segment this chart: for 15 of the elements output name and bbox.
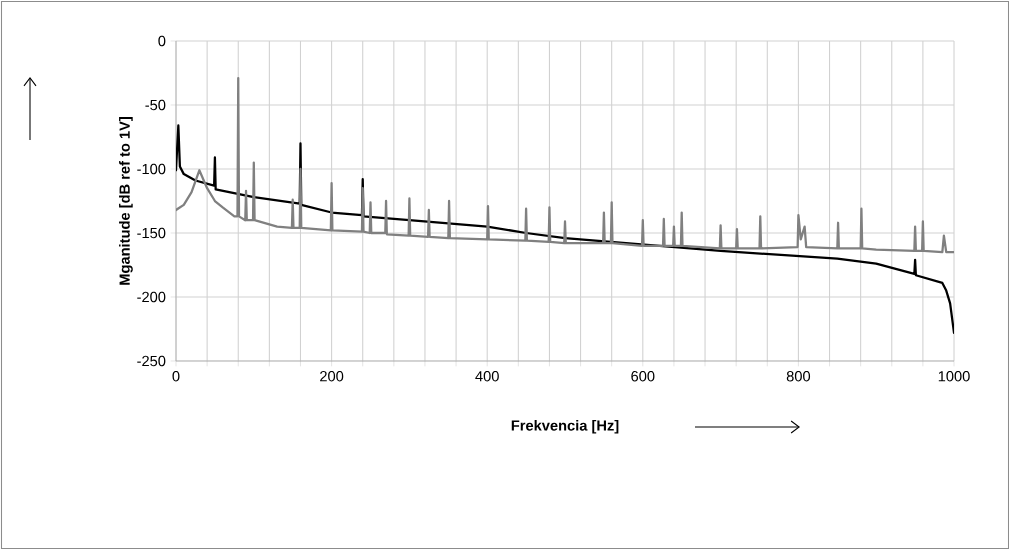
x-tick-label: 400 <box>475 371 499 382</box>
x-tick-label: 600 <box>631 371 655 382</box>
y-tick-label: -50 <box>145 99 166 111</box>
x-tick-label: 0 <box>172 371 180 382</box>
y-tick-label: 0 <box>158 35 166 47</box>
y-tick-label: -100 <box>137 163 166 175</box>
x-tick-label: 1000 <box>938 371 970 382</box>
x-tick-label: 800 <box>786 371 811 382</box>
line-series <box>176 76 955 254</box>
y-tick-label: -200 <box>137 291 166 303</box>
y-axis-title: Mganitude [dB ref to 1V] <box>119 117 133 285</box>
x-axis-title: Frekvencia [Hz] <box>511 419 619 434</box>
y-tick-label: -150 <box>137 227 166 239</box>
x-tick-label: 200 <box>320 371 344 382</box>
y-tick-label: -250 <box>137 355 166 367</box>
